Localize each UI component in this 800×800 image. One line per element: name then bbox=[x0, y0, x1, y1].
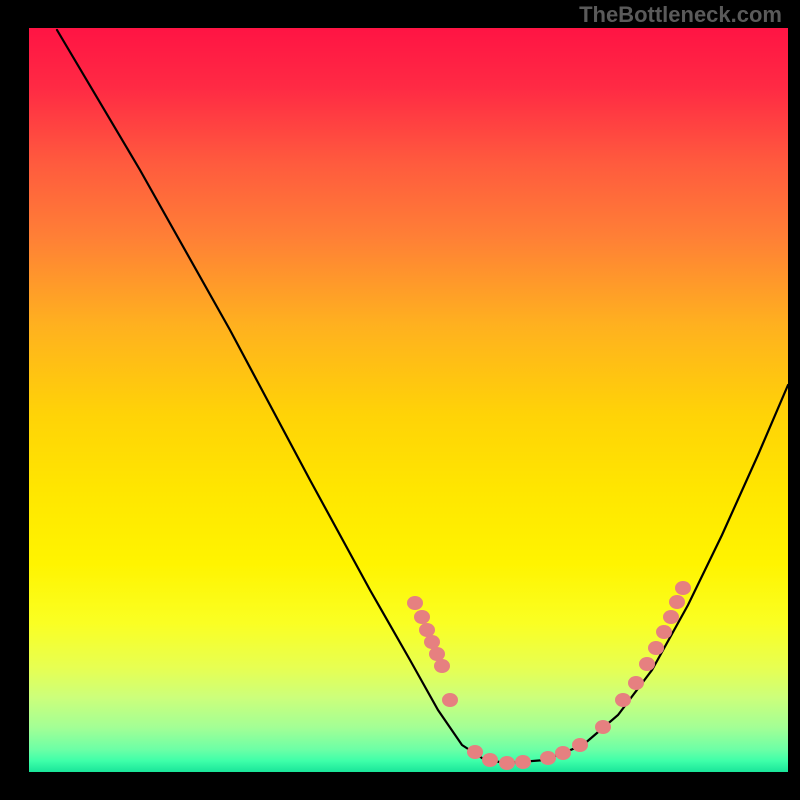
watermark-text: TheBottleneck.com bbox=[579, 2, 782, 27]
marker-dot bbox=[414, 610, 430, 624]
marker-dot bbox=[515, 755, 531, 769]
marker-dot bbox=[675, 581, 691, 595]
marker-dot bbox=[429, 647, 445, 661]
marker-dot bbox=[572, 738, 588, 752]
marker-dot bbox=[669, 595, 685, 609]
marker-dot bbox=[499, 756, 515, 770]
marker-dot bbox=[555, 746, 571, 760]
marker-dot bbox=[467, 745, 483, 759]
marker-dot bbox=[434, 659, 450, 673]
marker-dot bbox=[648, 641, 664, 655]
marker-dot bbox=[407, 596, 423, 610]
marker-dot bbox=[540, 751, 556, 765]
marker-dot bbox=[628, 676, 644, 690]
marker-dot bbox=[419, 623, 435, 637]
bottleneck-chart: TheBottleneck.com bbox=[0, 0, 800, 800]
marker-dot bbox=[656, 625, 672, 639]
marker-dot bbox=[424, 635, 440, 649]
chart-container: TheBottleneck.com bbox=[0, 0, 800, 800]
marker-dot bbox=[663, 610, 679, 624]
marker-dot bbox=[595, 720, 611, 734]
marker-dot bbox=[615, 693, 631, 707]
marker-dot bbox=[639, 657, 655, 671]
plot-area bbox=[29, 28, 788, 772]
marker-dot bbox=[442, 693, 458, 707]
marker-dot bbox=[482, 753, 498, 767]
